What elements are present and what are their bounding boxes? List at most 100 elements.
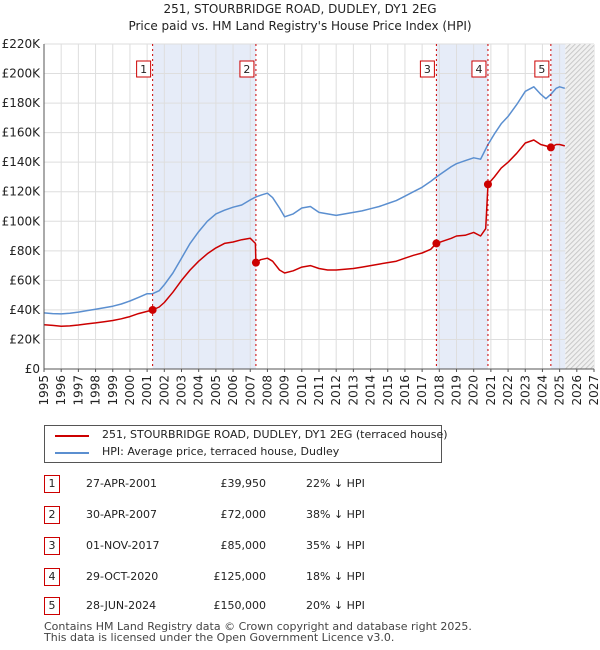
sale-point (483, 180, 492, 189)
forecast-hatch-line (565, 254, 594, 285)
x-tick-label: 2006 (226, 375, 240, 406)
forecast-hatch-line (565, 59, 594, 90)
y-tick-label: £120K (2, 185, 42, 199)
sale-label-box (534, 60, 550, 78)
forecast-hatch-line (565, 249, 594, 280)
forecast-hatch-line (565, 44, 587, 65)
y-tick-label: £100K (2, 214, 42, 228)
forecast-hatch-line (565, 44, 592, 70)
x-tick-label: 2010 (295, 375, 309, 406)
forecast-hatch-line (565, 124, 594, 155)
y-tick-label: £160K (2, 126, 42, 140)
forecast-hatch-line (565, 314, 594, 345)
sale-point (546, 143, 555, 152)
forecast-hatch-line (565, 164, 594, 195)
sale-price: £85,000 (220, 539, 267, 552)
sale-date: 28-JUN-2024 (86, 599, 157, 612)
forecast-hatch-line (565, 0, 594, 24)
forecast-hatch-line (565, 334, 594, 365)
forecast-hatch-line (565, 44, 594, 75)
legend-swatch-hpi (55, 452, 89, 454)
forecast-hatch-line (565, 114, 594, 145)
x-tick-label: 2004 (192, 375, 206, 406)
sale-date: 30-APR-2007 (86, 508, 158, 521)
x-tick-label: 2018 (432, 375, 446, 406)
forecast-hatch-line (565, 329, 594, 360)
sale-label: 4 (475, 63, 482, 76)
legend-label-property: 251, STOURBRIDGE ROAD, DUDLEY, DY1 2EG (… (102, 428, 448, 441)
sale-label: 2 (243, 63, 250, 76)
footer: Contains HM Land Registry data © Crown c… (44, 621, 472, 643)
forecast-hatch-line (565, 219, 594, 250)
sale-hpi-delta: 20% ↓ HPI (306, 599, 365, 612)
x-tick-label: 1995 (37, 375, 51, 406)
forecast-hatch-line (565, 109, 594, 140)
forecast-hatch-line (565, 44, 577, 55)
forecast-hatch-line (565, 194, 594, 225)
forecast-hatch-line (584, 359, 594, 369)
forecast-hatch-line (565, 199, 594, 230)
forecast-hatch-line (569, 344, 594, 369)
legend-item-property: 251, STOURBRIDGE ROAD, DUDLEY, DY1 2EG (… (45, 427, 448, 443)
forecast-hatch-line (565, 49, 594, 80)
y-tick-label: £200K (2, 67, 42, 81)
forecast-hatch-line (565, 154, 594, 185)
forecast-hatch-line (565, 44, 572, 50)
forecast-hatch-line (565, 159, 594, 190)
forecast-hatch-line (565, 139, 594, 170)
x-tick-label: 2020 (467, 375, 481, 406)
x-tick-label: 2008 (260, 375, 274, 406)
forecast-hatch-line (565, 279, 594, 310)
sale-hpi-delta: 35% ↓ HPI (306, 539, 365, 552)
ownership-span (152, 44, 256, 369)
price-chart: 251, STOURBRIDGE ROAD, DUDLEY, DY1 2EG P… (2, 0, 600, 406)
chart-title: 251, STOURBRIDGE ROAD, DUDLEY, DY1 2EG (163, 2, 436, 16)
forecast-hatch-line (565, 289, 594, 320)
x-tick-label: 2005 (209, 375, 223, 406)
forecast-hatch-line (565, 299, 594, 330)
x-tick-label: 2026 (570, 375, 584, 406)
sale-label-box (239, 60, 255, 78)
ownership-span (550, 44, 566, 369)
x-tick-label: 2014 (364, 375, 378, 406)
y-tick-label: £140K (2, 155, 42, 169)
footer-licence: This data is licensed under the Open Gov… (44, 631, 395, 644)
x-tick-label: 1999 (106, 375, 120, 406)
y-tick-label: £220K (2, 37, 42, 51)
forecast-hatch-line (565, 149, 594, 180)
x-tick-label: 1998 (89, 375, 103, 406)
x-tick-label: 2009 (278, 375, 292, 406)
forecast-hatch-line (565, 179, 594, 210)
x-tick-label: 2011 (312, 375, 326, 406)
sale-date: 01-NOV-2017 (86, 539, 160, 552)
forecast-hatch-line (565, 174, 594, 205)
forecast-hatch-line (565, 189, 594, 220)
x-tick-label: 2022 (501, 375, 515, 406)
forecast-hatch-line (565, 144, 594, 175)
forecast-hatch-line (565, 79, 594, 110)
sale-hpi-delta: 38% ↓ HPI (306, 508, 365, 521)
forecast-hatch-line (565, 339, 594, 369)
sale-number-badge: 5 (44, 597, 60, 615)
forecast-hatch-line (565, 134, 594, 165)
sale-date: 29-OCT-2020 (86, 570, 159, 583)
forecast-hatch-line (565, 169, 594, 200)
forecast-hatch-line (565, 104, 594, 135)
forecast-hatch-line (565, 84, 594, 115)
sale-label-box (419, 60, 435, 78)
sale-number-badge: 1 (44, 475, 60, 493)
y-tick-label: £180K (2, 96, 42, 110)
forecast-hatch-line (565, 319, 594, 350)
forecast-hatch-line (565, 304, 594, 335)
y-tick-label: £0 (25, 362, 40, 376)
sale-row: 3 01-NOV-2017 £85,000 35% ↓ HPI (44, 537, 444, 555)
legend-label-hpi: HPI: Average price, terraced house, Dudl… (102, 445, 340, 458)
x-tick-label: 2016 (398, 375, 412, 406)
sale-row: 1 27-APR-2001 £39,950 22% ↓ HPI (44, 475, 444, 493)
sale-point (432, 239, 441, 248)
forecast-hatch-line (565, 44, 567, 45)
forecast-hatch-line (579, 354, 594, 369)
x-tick-label: 2024 (535, 375, 549, 406)
sale-price: £125,000 (213, 570, 267, 583)
forecast-hatch-line (565, 229, 594, 260)
